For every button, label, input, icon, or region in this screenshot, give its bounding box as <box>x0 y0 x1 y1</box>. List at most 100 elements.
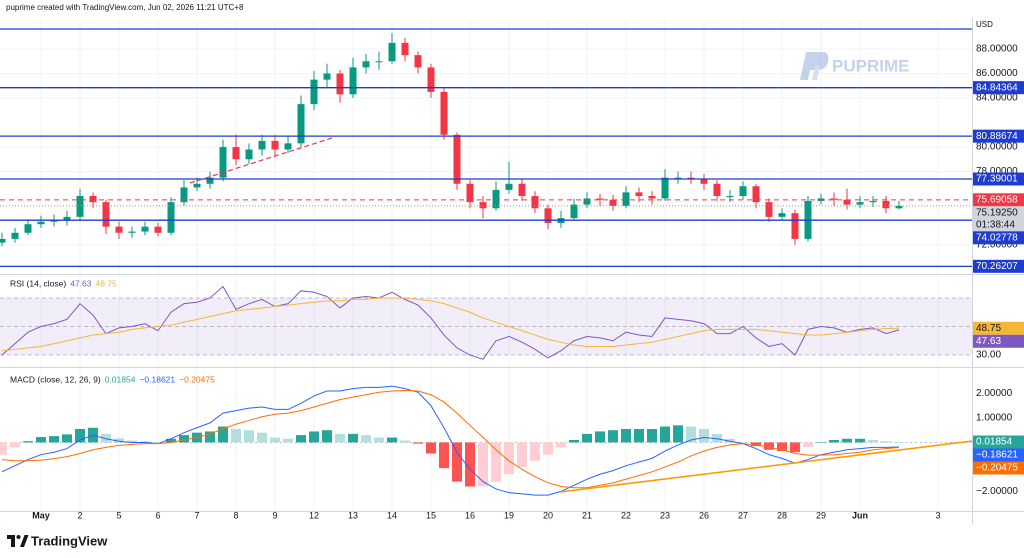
y-tick-label: 2.00000 <box>976 388 1013 399</box>
watermark-logo-part <box>812 66 820 80</box>
logo-mark <box>16 535 21 539</box>
histogram-bar <box>127 440 137 443</box>
histogram-bar <box>257 432 267 443</box>
x-tick-label: 23 <box>660 510 670 520</box>
candle-body <box>622 192 630 206</box>
y-tick-label: −2.00000 <box>976 486 1018 497</box>
watermark-text: PUPRIME <box>832 56 909 75</box>
candle-body <box>89 196 97 203</box>
histogram-bar <box>10 442 20 448</box>
candle-body <box>531 196 539 209</box>
alert-label-bg <box>973 193 1024 207</box>
candle-body <box>466 183 474 203</box>
histogram-bar <box>361 435 371 443</box>
candle-body <box>245 149 253 160</box>
histogram-bar <box>244 430 254 443</box>
histogram-bar <box>647 428 657 443</box>
countdown: 01:38:44 <box>976 219 1015 230</box>
candle-body <box>115 226 123 233</box>
histogram-bar <box>348 433 358 443</box>
candle-body <box>193 183 201 188</box>
histogram-bar <box>140 441 150 443</box>
last-price-label: 75.19250 <box>976 207 1018 218</box>
legend-value: −0.18621 <box>139 374 175 384</box>
x-tick-label: 7 <box>194 510 199 520</box>
x-tick-label: 13 <box>348 510 358 520</box>
x-tick-label: 14 <box>387 510 397 520</box>
legend-value: 47.63 <box>70 278 92 288</box>
histogram-bar <box>504 442 514 475</box>
candle-body <box>492 189 500 209</box>
rsi-value-label-bg <box>973 321 1024 335</box>
x-tick-label: 27 <box>738 510 748 520</box>
candle-body <box>50 220 58 222</box>
candle-body <box>440 91 448 135</box>
y-tick-label: 30.00 <box>976 350 1001 361</box>
candle-body <box>310 79 318 105</box>
histogram-bar <box>660 426 670 443</box>
candle-body <box>869 200 877 203</box>
histogram-bar <box>621 428 631 443</box>
histogram-bar <box>218 426 228 443</box>
footer-bg <box>0 528 1024 558</box>
candle-body <box>583 198 591 205</box>
candle-body <box>453 134 461 184</box>
histogram-bar <box>439 442 449 469</box>
candle-body <box>635 192 643 197</box>
level-label: 74.02778 <box>976 232 1018 243</box>
histogram-bar <box>738 442 748 443</box>
candle-body <box>284 143 292 150</box>
candle-body <box>219 147 227 178</box>
indicator-title: RSI (14, close) <box>10 278 66 288</box>
histogram-bar <box>881 441 891 443</box>
histogram-bar <box>595 431 605 443</box>
histogram-bar <box>283 438 293 443</box>
x-tick-label: 22 <box>621 510 631 520</box>
x-tick-label: 12 <box>309 510 319 520</box>
histogram-bar <box>751 442 761 447</box>
candle-body <box>609 199 617 206</box>
histogram-bar <box>309 431 319 443</box>
x-tick-label: Jun <box>852 510 868 520</box>
trend-line <box>559 440 973 493</box>
histogram-bar <box>205 431 215 443</box>
histogram-bar <box>855 438 865 443</box>
x-tick-label: 15 <box>426 510 436 520</box>
histogram-bar <box>413 442 423 444</box>
histogram-bar <box>634 428 644 443</box>
candle-body <box>596 198 604 200</box>
histogram-bar <box>62 434 72 443</box>
x-tick-label: 26 <box>699 510 709 520</box>
rsi-value-label: 47.63 <box>976 336 1001 347</box>
level-label-bg <box>973 81 1024 95</box>
histogram-bar <box>816 441 826 443</box>
candle-body <box>661 177 669 199</box>
histogram-bar <box>608 430 618 443</box>
histogram-bar <box>673 425 683 443</box>
histogram-bar <box>452 442 462 482</box>
y-tick-label: 88.00000 <box>976 44 1018 55</box>
macd-value-label: −0.18621 <box>976 450 1018 461</box>
candle-body <box>271 140 279 150</box>
candle-body <box>752 186 760 203</box>
rsi-value-label: 48.75 <box>976 323 1001 334</box>
candle-body <box>713 183 721 197</box>
histogram-bar <box>699 428 709 443</box>
x-tick-label: 16 <box>465 510 475 520</box>
histogram-bar <box>790 442 800 453</box>
histogram-bar <box>517 442 527 467</box>
macd-line <box>1 390 900 489</box>
histogram-bar <box>270 437 280 443</box>
macd-value-label: 0.01854 <box>976 437 1013 448</box>
candle-body <box>544 208 552 223</box>
histogram-bar <box>894 441 904 443</box>
candle-body <box>856 202 864 205</box>
candle-body <box>388 42 396 62</box>
candle-body <box>518 183 526 197</box>
candle-body <box>167 202 175 233</box>
histogram-bar <box>296 435 306 443</box>
header-text: puprime created with TradingView.com, Ju… <box>6 3 244 12</box>
macd-value-label-bg <box>973 435 1024 449</box>
